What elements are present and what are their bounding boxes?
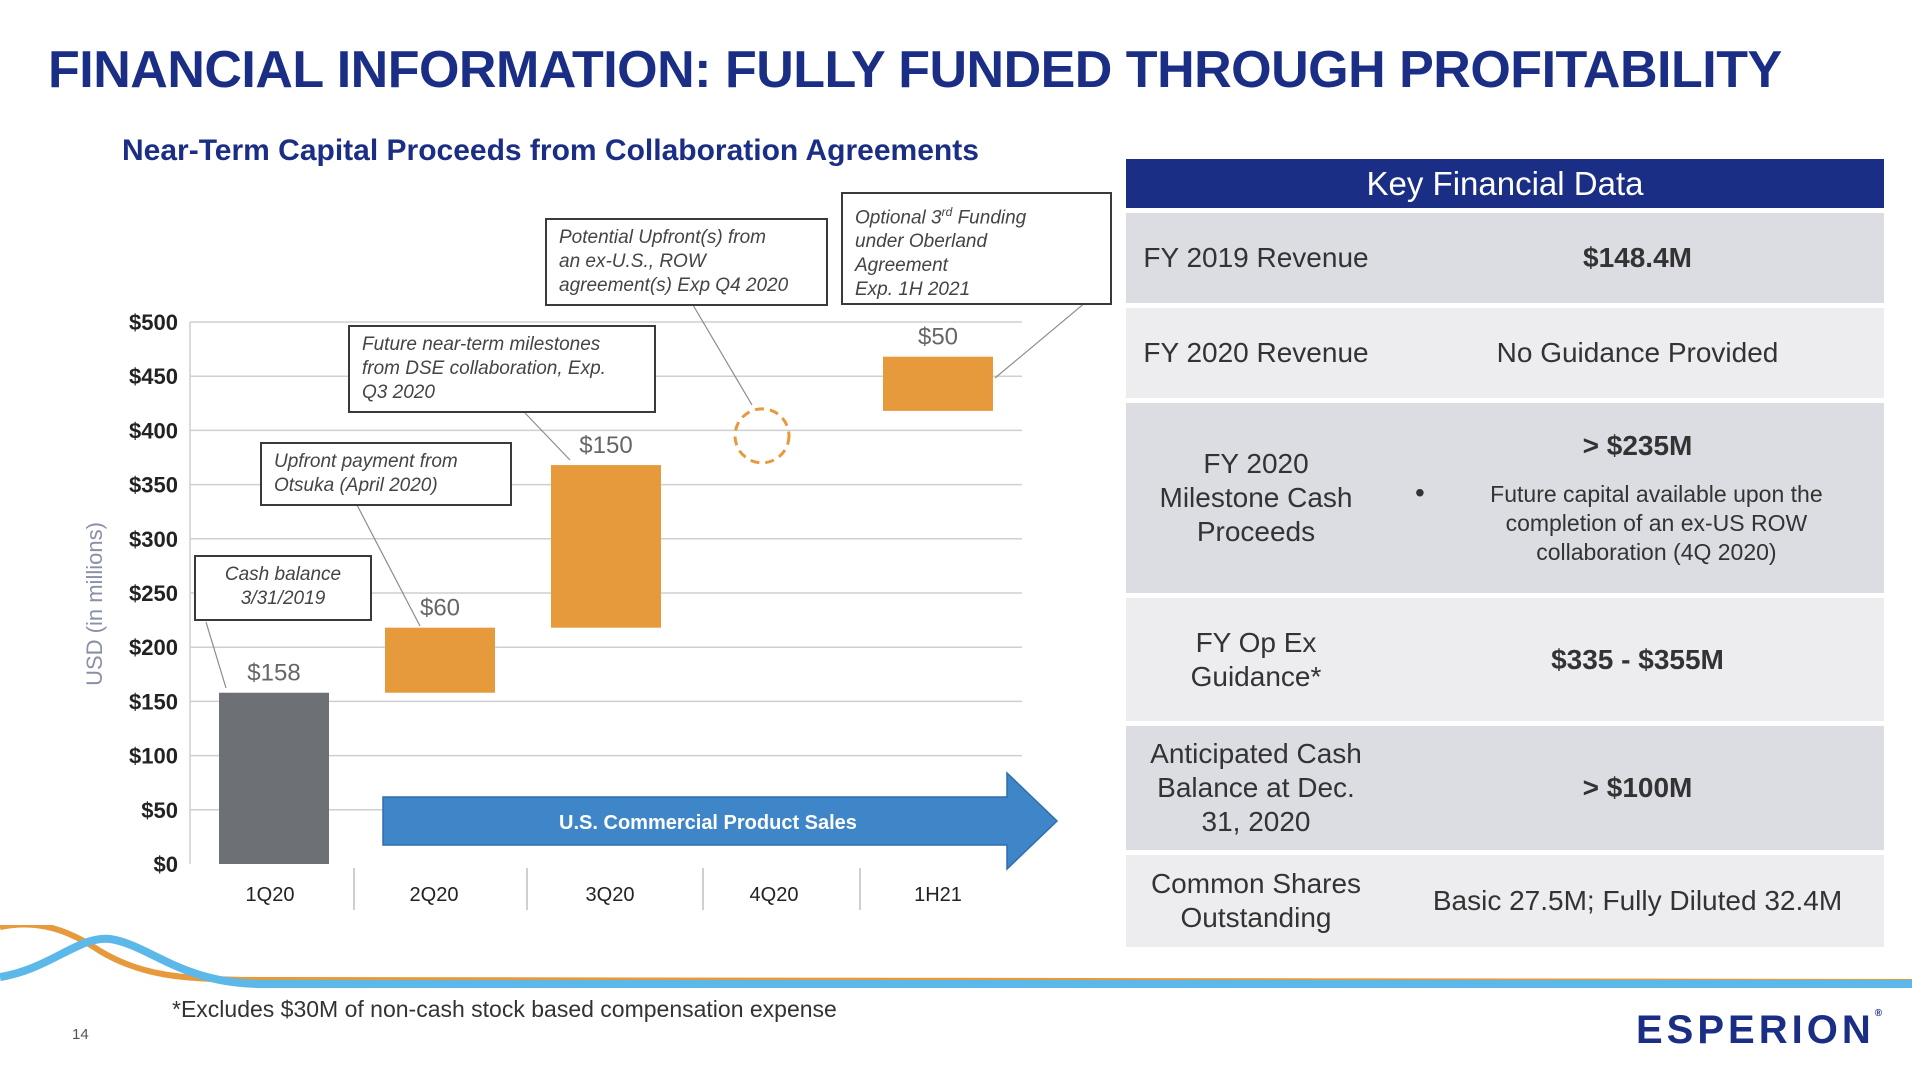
- chart-title: Near-Term Capital Proceeds from Collabor…: [122, 134, 979, 167]
- y-tick-label: $400: [129, 418, 178, 443]
- row-label: Anticipated Cash Balance at Dec. 31, 202…: [1150, 738, 1362, 837]
- y-axis-label: USD (in millions): [82, 522, 107, 686]
- row-label: Common Shares Outstanding: [1150, 868, 1362, 933]
- footnote: *Excludes $30M of non-cash stock based c…: [172, 996, 837, 1022]
- y-tick-label: $150: [129, 689, 178, 714]
- table-row: FY 2020 Revenue No Guidance Provided: [1126, 308, 1884, 398]
- y-tick-label: $500: [129, 310, 178, 335]
- bar-3q20: [551, 465, 661, 628]
- callout-oberland-line4: Exp. 1H 2021: [855, 279, 971, 301]
- leader-line: [524, 412, 571, 461]
- table-row: Anticipated Cash Balance at Dec. 31, 202…: [1126, 726, 1884, 850]
- data-label: $60: [420, 595, 460, 622]
- key-financial-data-table: Key Financial Data FY 2019 Revenue $148.…: [1126, 159, 1884, 947]
- bar-1h21: [883, 356, 993, 411]
- y-tick-label: $250: [129, 581, 178, 606]
- x-tick-label: 1Q20: [246, 884, 295, 906]
- row-value: No Guidance Provided: [1496, 337, 1779, 368]
- y-tick-label: $350: [129, 473, 178, 498]
- waterfall-chart: $0 $50 $100 $150 $200 $250 $300 $350 $400 $450 $50…: [82, 281, 1110, 910]
- callout-otsuka-line2: Otsuka (April 2020): [274, 475, 438, 496]
- logo-mark: ®: [1874, 1008, 1883, 1019]
- callout-oberland-line1-end: Funding: [952, 207, 1027, 229]
- row-note: • Future capital available upon the comp…: [1391, 476, 1884, 567]
- commercial-sales-arrow: [382, 771, 1059, 871]
- row-label: FY 2020 Revenue: [1143, 337, 1369, 368]
- table-header: Key Financial Data: [1126, 159, 1884, 208]
- data-label: $158: [247, 660, 300, 687]
- row-value: $148.4M: [1583, 242, 1692, 273]
- table-row: FY 2020 Milestone Cash Proceeds > $235M …: [1126, 403, 1884, 593]
- row-label: FY Op Ex Guidance*: [1190, 626, 1322, 692]
- callout-dse-line3: Q3 2020: [362, 382, 435, 403]
- row-note-text: Future capital available upon the comple…: [1490, 480, 1823, 565]
- logo-text: ESPERION: [1636, 1008, 1875, 1052]
- data-label: $150: [579, 432, 632, 459]
- callout-oberland-line1-start: Optional 3: [855, 207, 942, 229]
- y-tick-label: $100: [129, 744, 178, 769]
- callout-dse-line2: from DSE collaboration, Exp.: [362, 358, 606, 379]
- row-value: > $100M: [1582, 772, 1693, 803]
- esperion-logo: ESPERION®: [1636, 1008, 1882, 1053]
- y-tick-label: $200: [129, 635, 178, 660]
- table-row: FY 2019 Revenue $148.4M: [1126, 213, 1884, 303]
- y-tick-label: $300: [129, 527, 178, 552]
- y-tick-label: $50: [141, 798, 178, 823]
- row-value: > $235M: [1582, 429, 1693, 461]
- callout-exus-line2: an ex-U.S., ROW: [559, 251, 706, 272]
- bar-1q20: [219, 692, 329, 864]
- callout-otsuka-line1: Upfront payment from: [274, 451, 458, 472]
- callout-cash-line2: 3/31/2019: [240, 588, 326, 609]
- callout-cash-balance: Cash balance 3/31/2019: [194, 555, 372, 621]
- x-tick-label: 4Q20: [750, 884, 799, 906]
- leader-line: [692, 304, 753, 406]
- arrow-label: U.S. Commercial Product Sales: [559, 812, 857, 834]
- callout-oberland-line2: under Oberland: [855, 231, 988, 253]
- row-label: FY 2020 Milestone Cash Proceeds: [1159, 448, 1353, 547]
- y-tick-label: $0: [154, 852, 178, 877]
- callout-exus-line3: agreement(s) Exp Q4 2020: [559, 275, 789, 296]
- callout-oberland-sup: rd: [941, 205, 953, 219]
- x-tick-label: 2Q20: [410, 884, 459, 906]
- bullet-icon: •: [1415, 476, 1425, 508]
- callout-oberland: Optional 3rd Funding under Oberland Agre…: [841, 192, 1112, 305]
- data-label: $50: [918, 324, 958, 351]
- table-row: Common Shares Outstanding Basic 27.5M; F…: [1126, 855, 1884, 947]
- row-value-cell: > $235M • Future capital available upon …: [1391, 403, 1884, 593]
- callout-dse: Future near-term milestones from DSE col…: [348, 325, 656, 413]
- potential-upfront-marker: [733, 407, 791, 465]
- leader-line: [356, 504, 421, 627]
- leader-line: [205, 621, 227, 689]
- callout-ex-us: Potential Upfront(s) from an ex-U.S., RO…: [545, 218, 828, 306]
- callout-oberland-line1: Optional 3rd Funding: [855, 200, 1098, 230]
- page-title: FINANCIAL INFORMATION: FULLY FUNDED THRO…: [48, 41, 1782, 99]
- decorative-wave: [0, 925, 1912, 988]
- x-tick-label: 1H21: [914, 884, 962, 906]
- callout-dse-line1: Future near-term milestones: [362, 334, 601, 355]
- callout-oberland-line3: Agreement: [855, 255, 948, 277]
- page-number: 14: [72, 1026, 89, 1043]
- x-tick-label: 3Q20: [586, 884, 635, 906]
- callout-exus-line1: Potential Upfront(s) from: [559, 227, 766, 248]
- row-label: FY 2019 Revenue: [1143, 242, 1369, 273]
- callout-cash-line1: Cash balance: [224, 564, 342, 585]
- row-value: $335 - $355M: [1551, 643, 1724, 675]
- y-tick-label: $450: [129, 364, 178, 389]
- row-value: Basic 27.5M; Fully Diluted 32.4M: [1432, 885, 1843, 916]
- table-row: FY Op Ex Guidance* $335 - $355M: [1126, 598, 1884, 721]
- bar-2q20: [385, 627, 495, 693]
- callout-otsuka: Upfront payment from Otsuka (April 2020): [260, 442, 512, 506]
